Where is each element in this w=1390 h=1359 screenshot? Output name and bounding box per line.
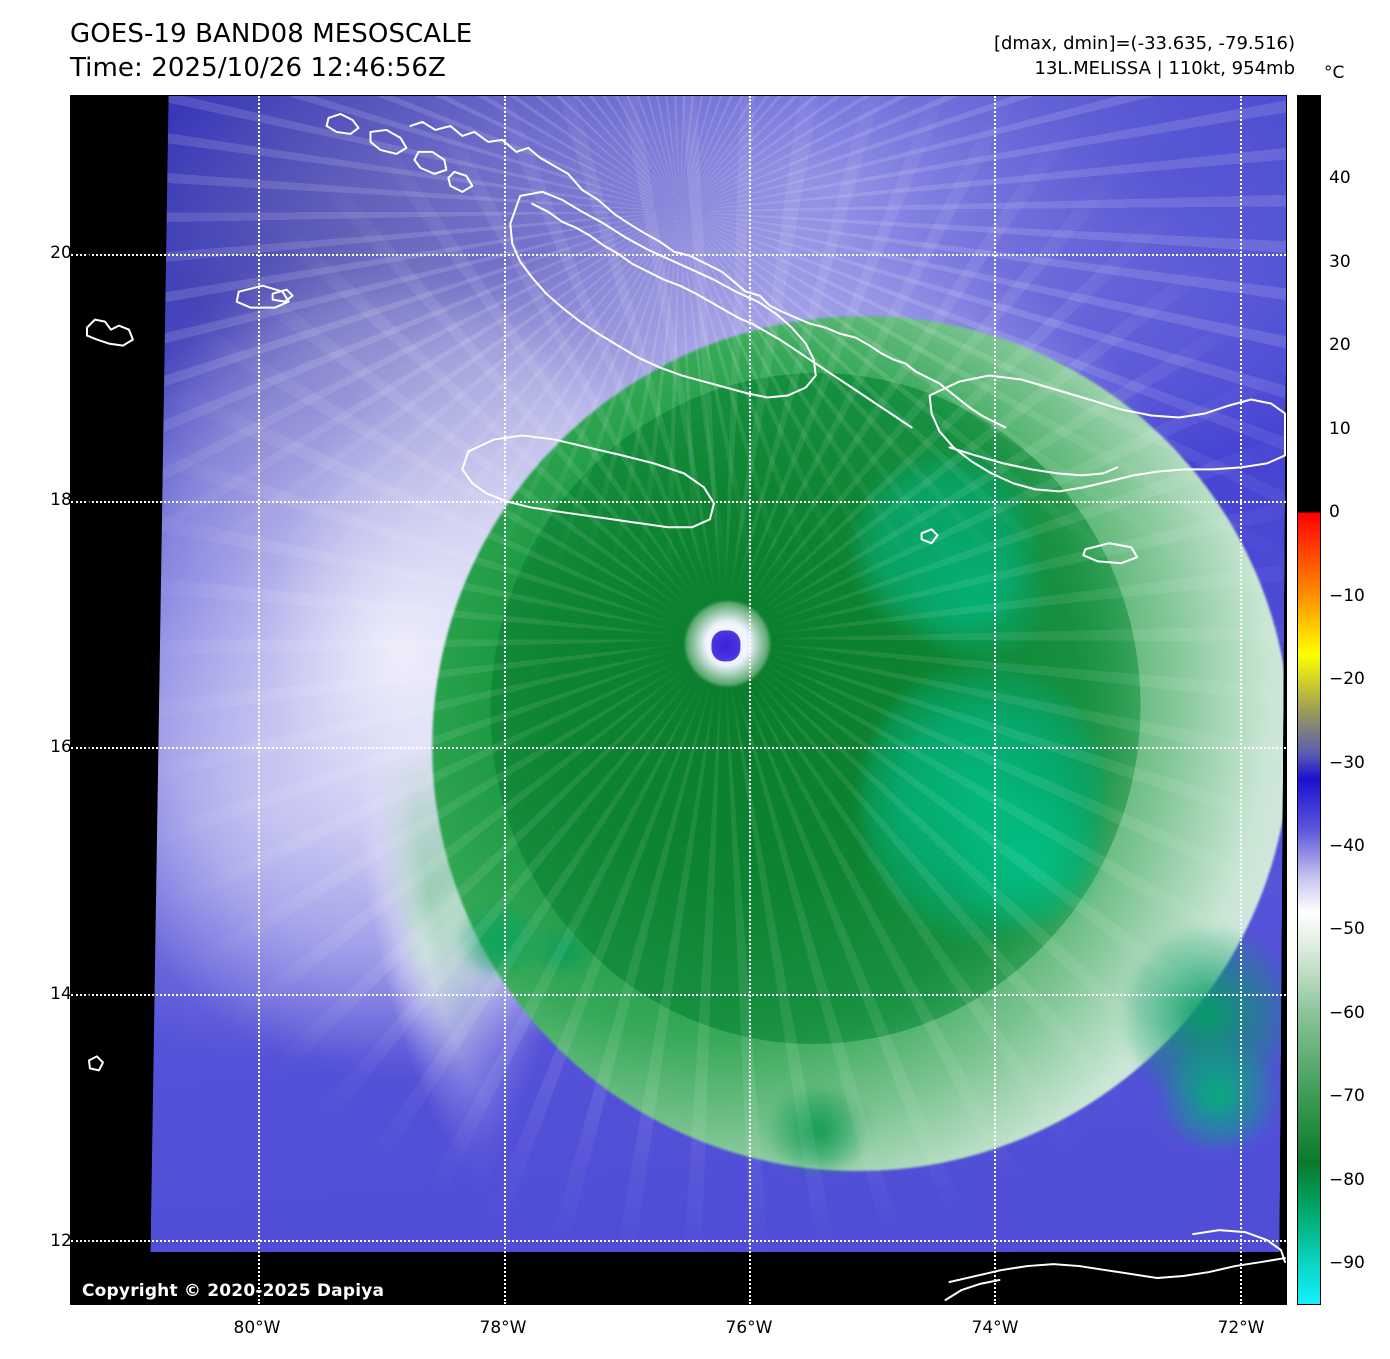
metadata-block: [dmax, dmin]=(-33.635, -79.516) 13L.MELI… bbox=[994, 32, 1295, 82]
xtick-label: 80°W bbox=[233, 1318, 281, 1338]
storm-eye bbox=[712, 631, 741, 662]
xtick-label: 72°W bbox=[1217, 1318, 1265, 1338]
colorbar-tick-label: 10 bbox=[1329, 418, 1351, 439]
colorbar-tick-label: 20 bbox=[1329, 335, 1351, 356]
colorbar-tick-label: 0 bbox=[1329, 502, 1340, 523]
colorbar-tick-label: −40 bbox=[1329, 836, 1365, 857]
colorbar-tick-label: −60 bbox=[1329, 1002, 1365, 1023]
gridline-lon-74w bbox=[994, 96, 997, 1304]
gridline-lon-76w bbox=[748, 96, 751, 1304]
colorbar-unit-label: °C bbox=[1324, 63, 1345, 83]
gridline-lon-72w bbox=[1239, 96, 1242, 1304]
colorbar-gradient bbox=[1298, 96, 1320, 1304]
colorbar-tick-label: −80 bbox=[1329, 1169, 1365, 1190]
ytick-label: 14°N bbox=[50, 984, 93, 1004]
page-title: GOES-19 BAND08 MESOSCALE bbox=[70, 19, 473, 49]
gridline-lat-12n bbox=[71, 1239, 1286, 1242]
gridline-lat-16n bbox=[71, 747, 1286, 750]
ytick-label: 20°N bbox=[50, 243, 93, 263]
ytick-label: 18°N bbox=[50, 490, 93, 510]
title-block: GOES-19 BAND08 MESOSCALE Time: 2025/10/2… bbox=[70, 18, 472, 86]
storm-info-label: 13L.MELISSA | 110kt, 954mb bbox=[1034, 57, 1296, 79]
colorbar-tick-label: −70 bbox=[1329, 1086, 1365, 1107]
colorbar-tick-label: 40 bbox=[1329, 168, 1351, 189]
gridline-lat-18n bbox=[71, 500, 1286, 503]
colorbar-tick-label: −10 bbox=[1329, 585, 1365, 606]
colorbar-tick-label: −30 bbox=[1329, 752, 1365, 773]
colorbar-tick-label: −20 bbox=[1329, 669, 1365, 690]
satellite-image-plot[interactable] bbox=[70, 95, 1287, 1305]
satellite-swath bbox=[71, 96, 1286, 1304]
gridline-lat-20n bbox=[71, 254, 1286, 257]
colorbar[interactable] bbox=[1297, 95, 1321, 1305]
gridline-lon-78w bbox=[503, 96, 506, 1304]
ytick-label: 16°N bbox=[50, 737, 93, 757]
xtick-label: 74°W bbox=[971, 1318, 1019, 1338]
colorbar-tick-label: −50 bbox=[1329, 919, 1365, 940]
data-range-label: [dmax, dmin]=(-33.635, -79.516) bbox=[993, 33, 1295, 54]
brightness-temperature-field bbox=[151, 96, 1286, 1252]
colorbar-tick-label: −90 bbox=[1329, 1253, 1365, 1274]
gridline-lat-14n bbox=[71, 993, 1286, 996]
colorbar-tick-label: 30 bbox=[1329, 251, 1351, 272]
ytick-label: 12°N bbox=[50, 1231, 93, 1251]
copyright-label: Copyright © 2020-2025 Dapiya bbox=[82, 1281, 385, 1301]
swath-data-region bbox=[151, 96, 1286, 1252]
xtick-label: 76°W bbox=[725, 1318, 773, 1338]
plot-inner bbox=[71, 96, 1286, 1304]
xtick-label: 78°W bbox=[479, 1318, 527, 1338]
timestamp-label: Time: 2025/10/26 12:46:56Z bbox=[70, 52, 446, 83]
gridline-lon-80w bbox=[258, 96, 261, 1304]
